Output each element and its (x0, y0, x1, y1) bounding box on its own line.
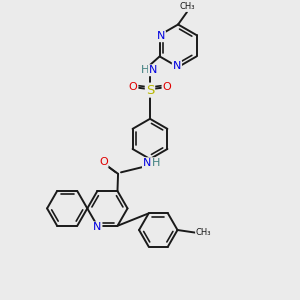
Text: N: N (93, 222, 101, 232)
Text: N: N (157, 31, 165, 41)
Text: H: H (140, 65, 149, 75)
Text: CH₃: CH₃ (196, 229, 211, 238)
Text: O: O (99, 157, 108, 167)
Text: CH₃: CH₃ (179, 2, 195, 11)
Text: O: O (129, 82, 137, 92)
Text: O: O (163, 82, 171, 92)
Text: N: N (143, 158, 151, 168)
Text: H: H (152, 158, 160, 168)
Text: N: N (173, 61, 181, 71)
Text: S: S (146, 84, 154, 97)
Text: N: N (149, 65, 157, 75)
